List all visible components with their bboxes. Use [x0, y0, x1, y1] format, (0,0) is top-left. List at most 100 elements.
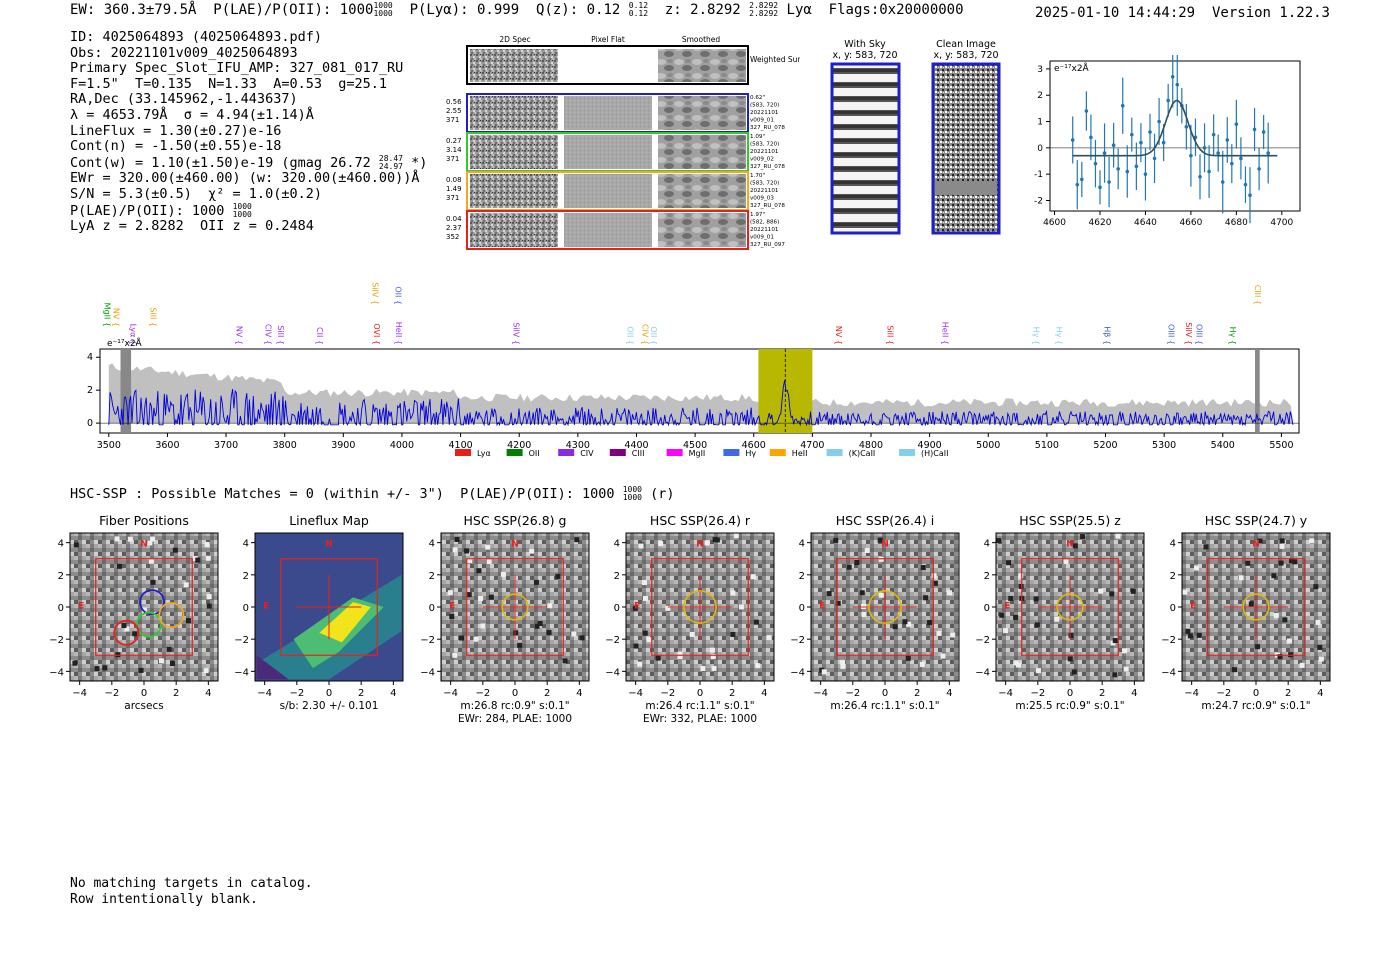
spectrum-line-label: NV { — [834, 326, 843, 345]
hsc-pixel — [172, 547, 178, 553]
spectrum-xtick-label: 4000 — [390, 440, 414, 451]
hsc-pixel — [500, 571, 506, 577]
cutout-smoothed — [658, 213, 746, 247]
spectrum-line-label: CIV { — [640, 324, 649, 345]
hsc-pixel — [1288, 558, 1294, 564]
fit-point — [1143, 172, 1148, 176]
fit-point — [1257, 167, 1261, 171]
hsc-ytick-label: 2 — [58, 571, 64, 582]
hsc-pixel — [859, 590, 865, 596]
spectrum-xtick-label: 4900 — [918, 440, 942, 451]
hsc-pixel — [1072, 543, 1078, 549]
hsc-pixel — [1248, 601, 1254, 607]
hsc-pixel — [920, 565, 926, 571]
hsc-caption-1: s/b: 2.30 +/- 0.101 — [280, 700, 379, 712]
fit-point — [1198, 174, 1202, 179]
hsc-pixel — [205, 555, 211, 561]
hsc-pixel — [931, 573, 937, 579]
hsc-pixel — [677, 651, 683, 657]
hsc-xtick-label: −4 — [72, 688, 87, 699]
hsc-pixel — [861, 611, 867, 617]
hsc-xtick-label: 4 — [576, 688, 582, 699]
hsc-ytick-label: −4 — [790, 667, 805, 678]
legend-label: (K)CaII — [849, 449, 876, 458]
spectrum-xtick-label: 5200 — [1093, 440, 1117, 451]
hsc-pixel — [147, 540, 153, 546]
hsc-pixel — [1299, 662, 1305, 668]
cutout-pixelflat — [564, 96, 652, 130]
col-header-2dspec: 2D Spec — [499, 35, 530, 44]
hsc-pixel — [766, 635, 772, 641]
fit-point — [1116, 167, 1120, 171]
hsc-pixel — [138, 667, 144, 673]
hsc-panel-title: HSC SSP(26.4) r — [650, 513, 751, 528]
hsc-east-label: E — [819, 602, 825, 612]
hsc-panel-title: HSC SSP(24.7) y — [1205, 513, 1308, 528]
hsc-source-circle — [683, 590, 717, 624]
hsc-pixel — [638, 543, 644, 549]
hsc-xtick-label: 4 — [946, 688, 952, 699]
spectrum-line-label: OVI { — [372, 323, 381, 345]
hsc-pixel — [714, 537, 720, 543]
hsc-pixel — [878, 592, 884, 598]
spectrum-line-label: OIII { — [1194, 324, 1203, 345]
cutout-pixelflat — [564, 174, 652, 208]
spectrum-ytick-label: 2 — [87, 385, 93, 396]
clean-image — [931, 62, 1001, 235]
fit-point — [1080, 177, 1084, 182]
clean-image-gap — [935, 181, 997, 195]
cutout-smoothed — [658, 174, 746, 208]
cutout-fiber-label: (583, 720) — [750, 103, 779, 109]
fit-point — [1148, 130, 1152, 134]
hsc-pixel — [637, 661, 643, 667]
info-lambda: λ = 4653.79Å σ = 4.94(±1.14)Å — [70, 106, 314, 123]
hsc-panel-3: HSC SSP(26.4) r N E −4 −4 −2 −2 0 0 2 2 4 4 m:26.4 rc… — [605, 513, 775, 723]
fit-point — [1207, 169, 1211, 174]
cutout-fiber-label: 327_RU_078 — [750, 203, 785, 209]
hsc-pixel — [529, 548, 535, 554]
hsc-ytick-label: 0 — [614, 603, 620, 614]
spectrum-line-label: MgII { — [103, 303, 112, 327]
fit-point — [1243, 182, 1248, 187]
hsc-ytick-label: 2 — [984, 571, 990, 582]
fit-point — [1084, 109, 1089, 113]
hsc-pixel — [1068, 632, 1074, 638]
cutout-fiber-label: 327_RU_097 — [750, 242, 785, 248]
hsc-pixel — [159, 658, 165, 664]
header-version: Version 1.22.3 — [1211, 5, 1330, 21]
fit-point — [1211, 132, 1216, 137]
hsc-pixel — [1016, 662, 1022, 668]
spectrum-line-label: OIII { — [1166, 324, 1175, 345]
hsc-pixel — [641, 580, 647, 586]
hsc-pixel — [1182, 589, 1188, 595]
legend-swatch — [455, 449, 471, 456]
fit-xtick-label: 4660 — [1179, 218, 1202, 228]
hsc-pixel — [704, 540, 710, 546]
cutout-fiber-label: 0.62" — [750, 95, 765, 101]
weighted-sum-label: Weighted Sum — [750, 55, 800, 64]
cutout-fiber-label: 20221101 — [750, 188, 779, 194]
fit-point — [1107, 180, 1111, 184]
hsc-pixel — [1067, 656, 1073, 662]
hsc-pixel — [755, 663, 761, 669]
hsc-pixel — [513, 630, 519, 636]
with-sky-image — [830, 62, 901, 235]
spectrum-legend: Lyα OII CIV CIII MgII Hγ HeII (K)CaII (H)CaII — [455, 449, 948, 458]
weighted-sum-text: Weighted Sum — [750, 55, 800, 64]
spectrum-axes: 3500 3600 3700 3800 3900 4000 4100 4200 4300 4400… — [87, 352, 1294, 451]
hsc-pixel — [923, 595, 929, 601]
spectrum-unit-label: e⁻¹⁷x2Å — [107, 337, 143, 349]
spectrum-line-label: OII { — [626, 326, 635, 345]
hsc-pixel — [1098, 588, 1104, 594]
legend-label: CIV — [580, 449, 594, 458]
header-qz-frac: 0.12 0.12 — [628, 1, 649, 18]
fit-point — [1175, 82, 1180, 87]
hsc-pixel — [206, 594, 212, 600]
hsc-pixel — [467, 557, 473, 563]
cutout-fiber-label: 1.70" — [750, 173, 765, 179]
fiber-position-circle — [113, 619, 140, 646]
info-sn: S/N = 5.3(±0.5) χ² = 1.0(±0.2) — [70, 185, 322, 202]
hsc-pixel — [1006, 560, 1012, 566]
header-plya: P(Lyα): 0.999 — [409, 2, 520, 18]
fit-frame — [1049, 60, 1301, 212]
